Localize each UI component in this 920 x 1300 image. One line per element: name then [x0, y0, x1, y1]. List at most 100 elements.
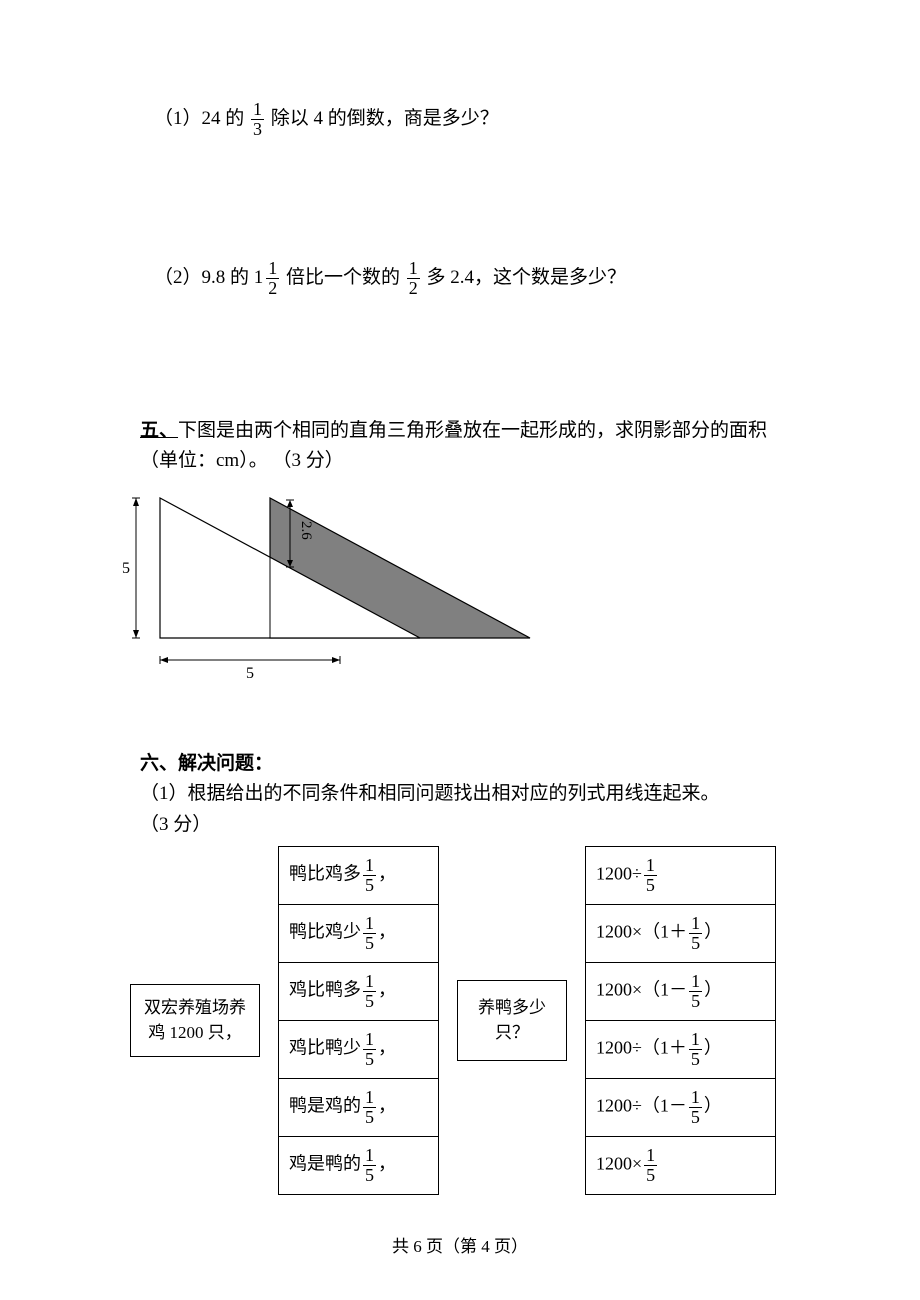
section-5-points: （3 分） — [272, 450, 343, 471]
sub1-text: （1）根据给出的不同条件和相同问题找出相对应的列式用线连起来。 — [140, 783, 720, 804]
condition-row: 鸭是鸡的15， — [279, 1078, 439, 1136]
frac-den: 5 — [689, 1050, 702, 1069]
arrow-icon — [287, 500, 293, 507]
section-5-text: 下图是由两个相同的直角三角形叠放在一起形成的，求阴影部分的面积（单位：cm）。 — [140, 420, 767, 471]
section-6: 六、解决问题： — [130, 749, 790, 779]
cond-pre: 鸡比鸭多 — [289, 980, 361, 1000]
question-2: （2）9.8 的 1 1 2 倍比一个数的 1 2 多 2.4，这个数是多少？ — [130, 259, 790, 298]
mixed-den: 2 — [266, 279, 279, 298]
condition-cell: 鸡是鸭的15， — [279, 1136, 439, 1194]
cond-post: ， — [378, 864, 396, 884]
arrow-icon — [133, 498, 139, 506]
fraction: 15 — [689, 914, 702, 953]
fraction-1-3: 1 3 — [251, 100, 264, 139]
frac-num: 1 — [363, 856, 376, 876]
condition-cell: 鸭比鸡多15， — [279, 846, 439, 904]
fraction: 15 — [363, 914, 376, 953]
q1-prefix: （1）24 的 — [154, 108, 244, 129]
cond-pre: 鸭比鸡少 — [289, 922, 361, 942]
expression-row: 1200÷15 — [586, 846, 776, 904]
expression-row: 1200÷（1＋15） — [586, 1020, 776, 1078]
sub1-points: （3 分） — [140, 814, 211, 835]
frac-num: 1 — [689, 972, 702, 992]
section-6-title: 解决问题： — [178, 753, 273, 774]
fraction: 15 — [689, 972, 702, 1011]
condition-cell: 鸡比鸭少15， — [279, 1020, 439, 1078]
page-content: （1）24 的 1 3 除以 4 的倒数，商是多少？ （2）9.8 的 1 1 … — [0, 0, 920, 1235]
frac-den: 5 — [363, 1166, 376, 1185]
expr-pre: 1200×（1－ — [596, 980, 687, 1000]
condition-row: 鸡比鸭多15， — [279, 962, 439, 1020]
frac-num: 1 — [689, 914, 702, 934]
cond-pre: 鸡是鸭的 — [289, 1154, 361, 1174]
expression-row: 1200×（1＋15） — [586, 904, 776, 962]
expr-pre: 1200×（1＋ — [596, 922, 687, 942]
arrow-icon — [160, 657, 168, 663]
frac-den: 5 — [363, 1050, 376, 1069]
fraction: 15 — [644, 856, 657, 895]
frac-num: 1 — [363, 1030, 376, 1050]
fraction: 15 — [689, 1030, 702, 1069]
frac-den: 5 — [363, 934, 376, 953]
given-line2: 鸡 1200 只， — [148, 1023, 242, 1042]
q2-prefix: （2）9.8 的 — [154, 267, 249, 288]
condition-row: 鸡比鸭少15， — [279, 1020, 439, 1078]
question-text: 养鸭多少只？ — [478, 998, 546, 1043]
section-6-sub1: （1）根据给出的不同条件和相同问题找出相对应的列式用线连起来。 （3 分） — [130, 779, 790, 840]
frac-num: 1 — [251, 100, 264, 120]
expression-cell: 1200÷（1＋15） — [586, 1020, 776, 1078]
question-box: 养鸭多少只？ — [457, 980, 567, 1061]
condition-row: 鸡是鸭的15， — [279, 1136, 439, 1194]
expression-cell: 1200×15 — [586, 1136, 776, 1194]
expression-cell: 1200÷15 — [586, 846, 776, 904]
cond-pre: 鸭是鸡的 — [289, 1096, 361, 1116]
frac-num: 1 — [644, 856, 657, 876]
footer-text: 共 6 页（第 4 页） — [392, 1237, 528, 1256]
spacer — [130, 298, 790, 358]
condition-cell: 鸡比鸭多15， — [279, 962, 439, 1020]
expr-post: ） — [704, 922, 722, 942]
frac-den: 2 — [407, 279, 420, 298]
expr-pre: 1200÷ — [596, 864, 642, 884]
frac-num: 1 — [363, 1088, 376, 1108]
q1-suffix: 除以 4 的倒数，商是多少？ — [271, 108, 499, 129]
expression-row: 1200×（1－15） — [586, 962, 776, 1020]
expressions-table: 1200÷151200×（1＋15）1200×（1－15）1200÷（1＋15）… — [585, 846, 776, 1195]
frac-den: 5 — [363, 1108, 376, 1127]
frac-num: 1 — [689, 1030, 702, 1050]
dim-bottom-label: 5 — [246, 665, 254, 682]
spacer — [130, 139, 790, 259]
condition-row: 鸭比鸡少15， — [279, 904, 439, 962]
condition-cell: 鸭是鸡的15， — [279, 1078, 439, 1136]
expression-cell: 1200×（1－15） — [586, 962, 776, 1020]
expr-post: ） — [704, 980, 722, 1000]
expr-post: ） — [704, 1096, 722, 1116]
expr-pre: 1200÷（1＋ — [596, 1038, 687, 1058]
arrow-icon — [133, 630, 139, 638]
frac-den: 5 — [644, 876, 657, 895]
given-box: 双宏养殖场养 鸡 1200 只， — [130, 984, 260, 1057]
matching-exercise: 双宏养殖场养 鸡 1200 只， 鸭比鸡多15，鸭比鸡少15，鸡比鸭多15，鸡比… — [130, 846, 790, 1195]
diagram-svg: 5 5 2.6 — [90, 488, 550, 688]
triangle-diagram: 5 5 2.6 — [90, 488, 790, 698]
expression-row: 1200÷（1－15） — [586, 1078, 776, 1136]
fraction: 15 — [363, 856, 376, 895]
mixed-num: 1 — [266, 259, 279, 279]
q2-suffix: 多 2.4，这个数是多少？ — [427, 267, 627, 288]
cond-post: ， — [378, 922, 396, 942]
section-5: 五、下图是由两个相同的直角三角形叠放在一起形成的，求阴影部分的面积（单位：cm）… — [130, 416, 790, 477]
conditions-table: 鸭比鸡多15，鸭比鸡少15，鸡比鸭多15，鸡比鸭少15，鸭是鸡的15，鸡是鸭的1… — [278, 846, 439, 1195]
frac-num: 1 — [644, 1146, 657, 1166]
mixed-fraction: 1 1 2 — [254, 259, 282, 298]
dim-height-label: 2.6 — [298, 521, 314, 540]
fraction: 15 — [363, 972, 376, 1011]
cond-post: ， — [378, 1096, 396, 1116]
arrow-icon — [332, 657, 340, 663]
fraction: 15 — [363, 1146, 376, 1185]
spacer — [130, 699, 790, 749]
fraction: 15 — [363, 1088, 376, 1127]
question-1: （1）24 的 1 3 除以 4 的倒数，商是多少？ — [130, 100, 790, 139]
frac-num: 1 — [407, 259, 420, 279]
condition-cell: 鸭比鸡少15， — [279, 904, 439, 962]
expr-pre: 1200÷（1－ — [596, 1096, 687, 1116]
